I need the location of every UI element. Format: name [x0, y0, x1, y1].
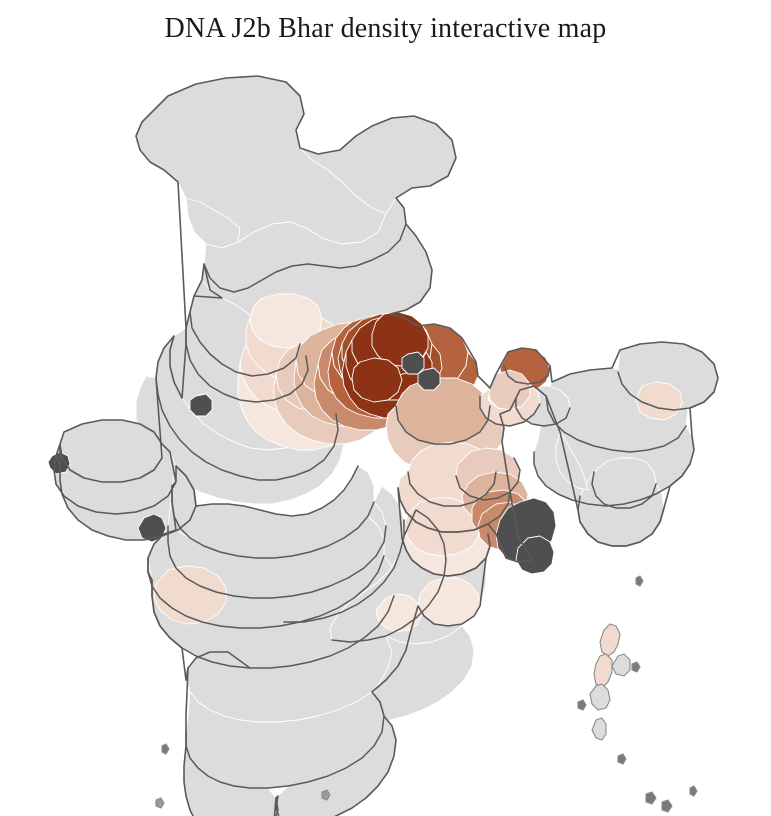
andaman-island[interactable]: [590, 684, 610, 710]
small-island[interactable]: [662, 800, 672, 812]
page-title: DNA J2b Bhar density interactive map: [164, 13, 607, 44]
small-island[interactable]: [636, 576, 643, 586]
small-island[interactable]: [632, 662, 640, 672]
district-region-na[interactable]: [418, 368, 440, 390]
district-region-na[interactable]: [138, 514, 166, 542]
district-layer-base: [54, 76, 718, 816]
island-layer: [156, 576, 697, 812]
small-island[interactable]: [322, 790, 330, 800]
small-island[interactable]: [162, 744, 169, 754]
district-region[interactable]: [154, 566, 226, 624]
andaman-island[interactable]: [600, 624, 620, 656]
district-region-na[interactable]: [190, 394, 212, 416]
map-canvas[interactable]: [0, 52, 771, 816]
andaman-island[interactable]: [612, 654, 630, 676]
country-border-layer: [54, 76, 718, 816]
small-island[interactable]: [618, 754, 626, 764]
nicobar-island[interactable]: [592, 718, 606, 740]
small-island[interactable]: [156, 798, 164, 808]
india-choropleth-map[interactable]: [0, 52, 771, 816]
district-region[interactable]: [352, 358, 402, 402]
andaman-island[interactable]: [594, 654, 612, 688]
district-region-na[interactable]: [402, 352, 424, 374]
small-island[interactable]: [578, 700, 586, 710]
small-island[interactable]: [690, 786, 697, 796]
district-region-na[interactable]: [516, 536, 554, 574]
district-region[interactable]: [636, 382, 682, 420]
small-island[interactable]: [646, 792, 656, 804]
